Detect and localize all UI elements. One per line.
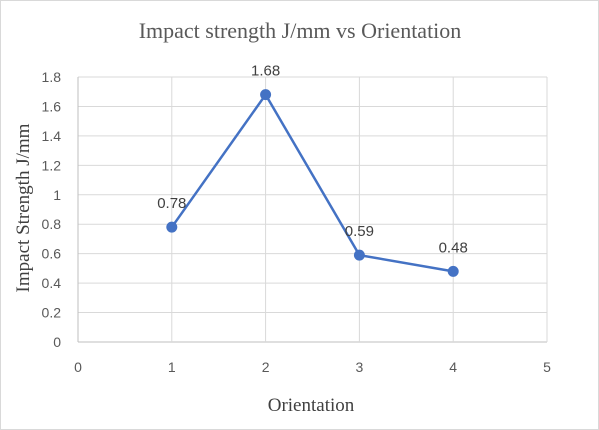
y-tick-label: 0.2 [42,305,62,321]
data-labels: 0.78 1.68 0.59 0.48 [157,63,468,257]
series-line [170,93,454,273]
data-label: 1.68 [251,63,280,80]
series-layer [166,89,459,277]
x-tick-labels: 0 1 2 3 4 5 [74,359,551,375]
x-tick-label: 1 [168,359,176,375]
data-point [447,265,459,277]
y-tick-label: 1.6 [42,98,62,114]
data-point [353,249,365,261]
x-tick-label: 5 [543,359,551,375]
x-tick-label: 2 [262,359,270,375]
y-tick-label: 0 [53,334,61,350]
data-label: 0.59 [345,223,374,240]
x-tick-label: 4 [449,359,457,375]
y-tick-label: 0.4 [42,275,62,291]
x-tick-label: 3 [356,359,364,375]
y-tick-label: 1.2 [42,157,62,173]
data-label: 0.48 [439,239,468,256]
x-axis-title: Orientation [268,395,355,416]
y-tick-label: 0.6 [42,246,62,262]
data-point [166,221,178,233]
y-tick-label: 1.8 [42,69,62,85]
y-tick-label: 1 [53,187,61,203]
y-tick-label: 0.8 [42,216,62,232]
grid [77,76,548,343]
y-axis-title: Impact Strength J/mm [13,123,34,292]
x-tick-label: 0 [74,359,82,375]
chart-title: Impact strength J/mm vs Orientation [139,18,462,43]
data-point [260,89,272,101]
data-label: 0.78 [157,195,186,212]
y-tick-label: 1.4 [42,128,62,144]
y-tick-labels: 0 0.2 0.4 0.6 0.8 1 1.2 1.4 1.6 1.8 [42,69,62,350]
